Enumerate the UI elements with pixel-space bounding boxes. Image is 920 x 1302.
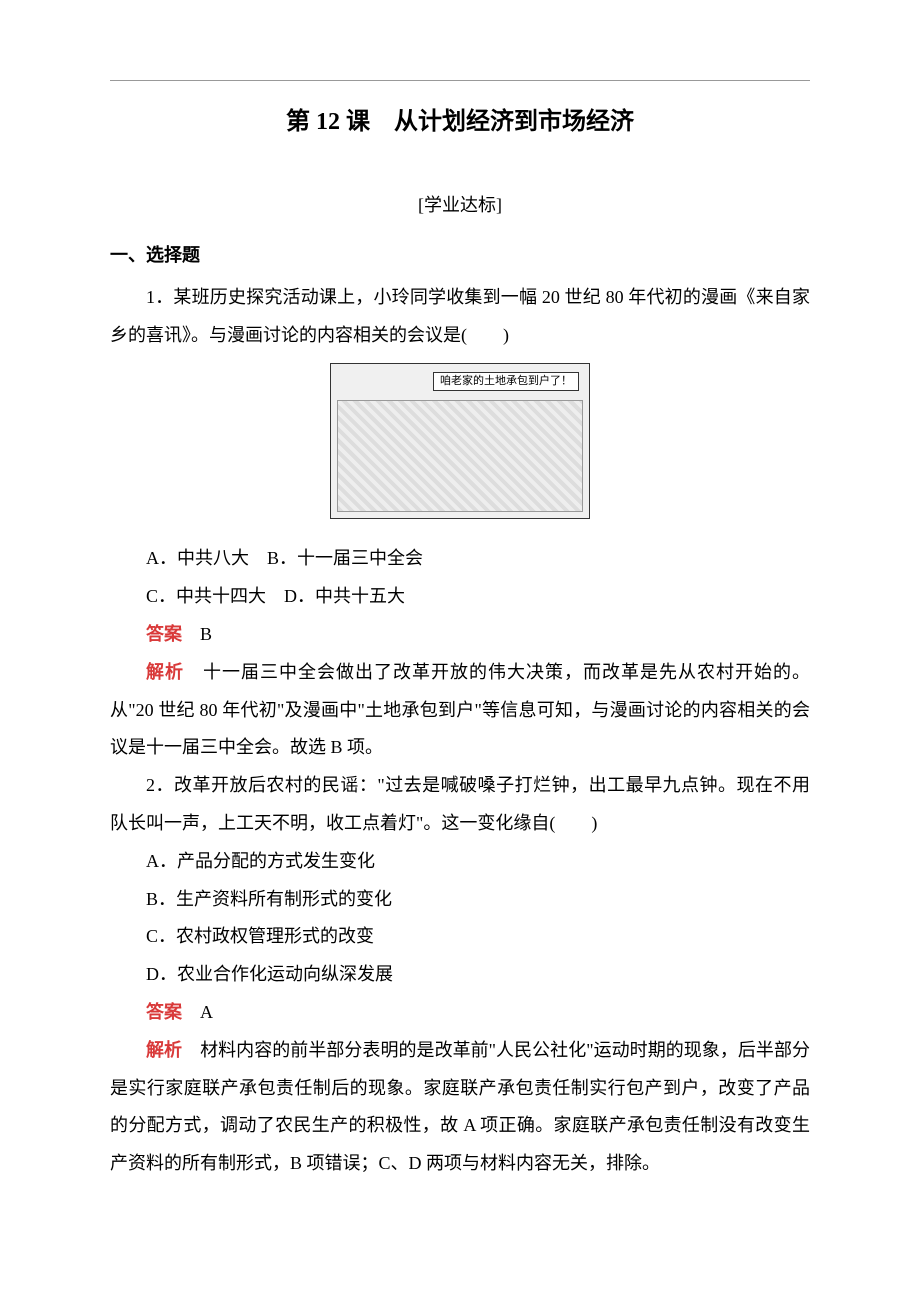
lesson-title: 第 12 课 从计划经济到市场经济 (110, 97, 810, 147)
q2-analysis: 解析 材料内容的前半部分表明的是改革前"人民公社化"运动时期的现象，后半部分是实… (110, 1032, 810, 1183)
q2-option-d: D．农业合作化运动向纵深发展 (110, 956, 810, 994)
q2-stem: 2．改革开放后农村的民谣："过去是喊破嗓子打烂钟，出工最早九点钟。现在不用队长叫… (110, 767, 810, 843)
q1-options-ab: A．中共八大 B．十一届三中全会 (110, 540, 810, 578)
q2-option-c: C．农村政权管理形式的改变 (110, 918, 810, 956)
q1-analysis: 解析 十一届三中全会做出了改革开放的伟大决策，而改革是先从农村开始的。从"20 … (110, 654, 810, 767)
speech-bubble: 咱老家的土地承包到户了！ (433, 372, 579, 391)
top-rule (110, 80, 810, 81)
analysis-label: 解析 (146, 1040, 182, 1060)
cartoon-illustration (337, 400, 583, 512)
q1-answer: 答案 B (110, 616, 810, 654)
q2-option-a: A．产品分配的方式发生变化 (110, 843, 810, 881)
q1-stem: 1．某班历史探究活动课上，小玲同学收集到一幅 20 世纪 80 年代初的漫画《来… (110, 279, 810, 355)
q2-answer: 答案 A (110, 994, 810, 1032)
q1-options-cd: C．中共十四大 D．中共十五大 (110, 578, 810, 616)
section-heading: 一、选择题 (110, 237, 810, 275)
answer-label: 答案 (146, 1002, 182, 1022)
analysis-label: 解析 (146, 662, 184, 682)
q1-answer-text: B (182, 624, 212, 644)
subtitle: [学业达标] (110, 187, 810, 225)
q1-analysis-text: 十一届三中全会做出了改革开放的伟大决策，而改革是先从农村开始的。从"20 世纪 … (110, 662, 810, 758)
q1-image-wrap: 咱老家的土地承包到户了！ (110, 363, 810, 533)
answer-label: 答案 (146, 624, 182, 644)
q2-answer-text: A (182, 1002, 213, 1022)
q2-analysis-text: 材料内容的前半部分表明的是改革前"人民公社化"运动时期的现象，后半部分是实行家庭… (110, 1040, 810, 1173)
cartoon-image: 咱老家的土地承包到户了！ (330, 363, 590, 519)
q2-option-b: B．生产资料所有制形式的变化 (110, 881, 810, 919)
